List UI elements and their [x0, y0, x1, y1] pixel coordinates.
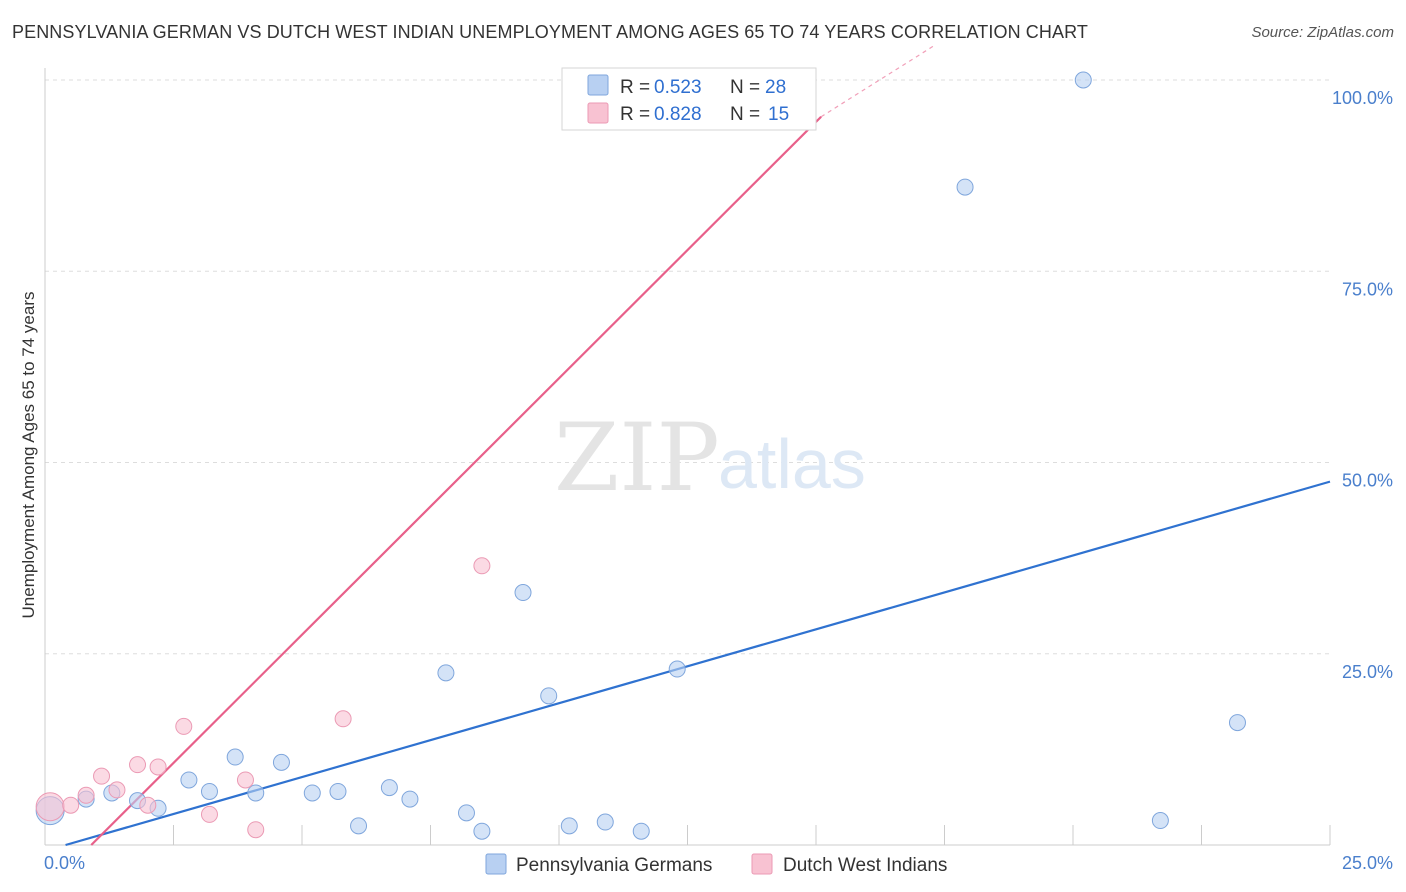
data-point-pennsylvania-germans: [437, 664, 455, 682]
legend-n-label: N =: [730, 77, 760, 98]
data-point-pennsylvania-germans: [329, 782, 347, 800]
series-legend: Pennsylvania Germans Dutch West Indians: [485, 853, 947, 876]
data-point-pennsylvania-germans: [540, 687, 558, 705]
y-tick-label: 75.0%: [1342, 279, 1393, 299]
data-point-pennsylvania-germans: [1074, 71, 1092, 89]
data-point-dutch-west-indians: [35, 792, 65, 822]
x-tick-labels: 0.0% 25.0%: [44, 853, 1393, 873]
data-point-pennsylvania-germans: [350, 817, 368, 835]
y-axis-label: Unemployment Among Ages 65 to 74 years: [19, 292, 38, 619]
y-tick-label: 50.0%: [1342, 471, 1393, 491]
trendline-extension: [820, 45, 935, 118]
legend-n-label: N =: [730, 104, 760, 125]
axes: [44, 68, 1331, 846]
data-point-dutch-west-indians: [93, 767, 111, 785]
data-point-pennsylvania-germans: [247, 784, 265, 802]
trendline-dutch-west-indians: [90, 115, 822, 846]
trendline-pennsylvania-germans: [65, 480, 1331, 847]
data-point-pennsylvania-germans: [200, 782, 218, 800]
data-point-pennsylvania-germans: [596, 813, 614, 831]
legend-n-value: 28: [765, 77, 786, 98]
data-point-dutch-west-indians: [108, 781, 126, 799]
trendlines: [65, 45, 1331, 847]
legend-r-value: 0.828: [654, 104, 702, 125]
data-point-dutch-west-indians: [200, 805, 218, 823]
y-tick-labels: 25.0% 50.0% 75.0% 100.0%: [1332, 88, 1393, 682]
correlation-legend: R = 0.523 N = 28 R = 0.828 N = 15: [561, 67, 817, 131]
legend-n-value: 15: [768, 104, 789, 125]
y-tick-label: 100.0%: [1332, 88, 1393, 108]
legend-r-label: R =: [620, 77, 650, 98]
y-tick-label: 25.0%: [1342, 662, 1393, 682]
data-point-pennsylvania-germans: [514, 584, 532, 602]
data-point-dutch-west-indians: [247, 821, 265, 839]
data-point-pennsylvania-germans: [272, 753, 290, 771]
legend-label-pennsylvania-germans: Pennsylvania Germans: [516, 855, 712, 876]
x-tick-label: 25.0%: [1342, 853, 1393, 873]
data-point-dutch-west-indians: [129, 756, 147, 774]
data-point-pennsylvania-germans: [668, 660, 686, 678]
data-point-pennsylvania-germans: [956, 178, 974, 196]
legend-swatch-pennsylvania-germans: [587, 74, 609, 96]
data-point-dutch-west-indians: [236, 771, 254, 789]
data-point-pennsylvania-germans: [473, 822, 491, 840]
data-point-dutch-west-indians: [473, 557, 491, 575]
data-point-pennsylvania-germans: [457, 804, 475, 822]
x-tick-label: 0.0%: [44, 853, 85, 873]
data-point-dutch-west-indians: [149, 758, 167, 776]
data-point-dutch-west-indians: [62, 796, 80, 814]
data-points: [35, 71, 1246, 840]
watermark-atlas: atlas: [718, 425, 866, 503]
grid-lines: [45, 79, 1330, 655]
data-point-pennsylvania-germans: [180, 771, 198, 789]
data-point-pennsylvania-germans: [1151, 812, 1169, 830]
legend-swatch-dutch-west-indians: [587, 102, 609, 124]
data-point-pennsylvania-germans: [226, 748, 244, 766]
legend-swatch-dutch-west-indians: [751, 853, 773, 875]
data-point-pennsylvania-germans: [303, 784, 321, 802]
data-point-pennsylvania-germans: [1228, 714, 1246, 732]
data-point-pennsylvania-germans: [632, 822, 650, 840]
chart-title: PENNSYLVANIA GERMAN VS DUTCH WEST INDIAN…: [12, 22, 1088, 42]
source-label: Source: ZipAtlas.com: [1251, 24, 1394, 41]
data-point-pennsylvania-germans: [560, 817, 578, 835]
watermark-zip: ZIP: [554, 404, 720, 513]
legend-label-dutch-west-indians: Dutch West Indians: [783, 855, 947, 876]
data-point-pennsylvania-germans: [380, 779, 398, 797]
legend-r-label: R =: [620, 104, 650, 125]
data-point-dutch-west-indians: [334, 710, 352, 728]
data-point-dutch-west-indians: [175, 717, 193, 735]
data-point-dutch-west-indians: [139, 796, 157, 814]
data-point-pennsylvania-germans: [401, 790, 419, 808]
legend-swatch-pennsylvania-germans: [485, 853, 507, 875]
legend-r-value: 0.523: [654, 77, 702, 98]
data-point-dutch-west-indians: [77, 786, 95, 804]
